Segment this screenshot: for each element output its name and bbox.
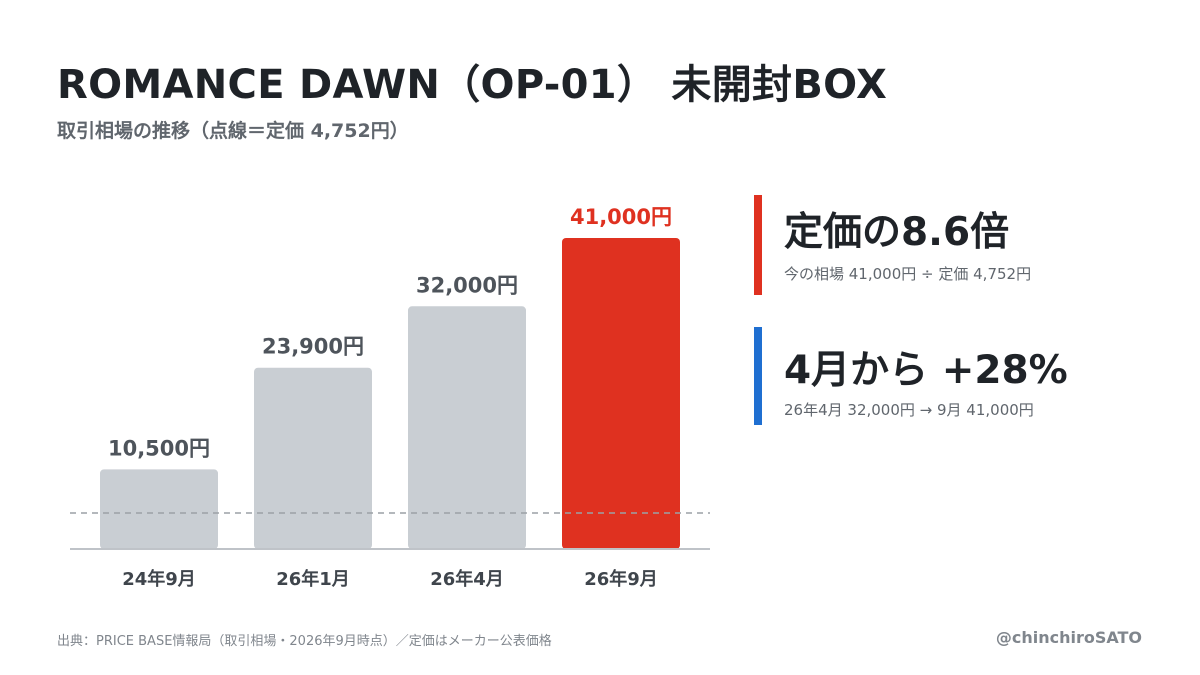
callout-headline: 4月から +28%	[784, 348, 1068, 393]
bar-0	[100, 469, 218, 549]
x-tick-label-3: 26年9月	[584, 568, 658, 590]
x-tick-label-2: 26年4月	[430, 568, 504, 590]
callout-detail: 今の相場 41,000円 ÷ 定価 4,752円	[784, 265, 1032, 283]
bar-value-label-1: 23,900円	[262, 335, 364, 359]
bar-chart: 10,500円 24年9月 23,900円 26年1月 32,000円 26年4月 41,0…	[70, 205, 710, 590]
bar-2	[408, 306, 526, 549]
bar-value-label-2: 32,000円	[416, 273, 518, 297]
x-tick-label-1: 26年1月	[276, 568, 350, 590]
callout-headline: 定価の8.6倍	[784, 210, 1010, 255]
x-tick-label-0: 24年9月	[122, 568, 196, 590]
chart-title: ROMANCE DAWN（OP-01） 未開封BOX	[57, 62, 888, 108]
callout-stripe-red	[754, 195, 762, 295]
bar-value-label-0: 10,500円	[108, 436, 210, 460]
bar-1	[254, 367, 372, 549]
bar-value-label-3: 41,000円	[570, 205, 672, 229]
callout-detail: 26年4月 32,000円 → 9月 41,000円	[784, 401, 1034, 419]
callout-stripe-blue	[754, 327, 762, 425]
chart-subtitle: 取引相場の推移（点線＝定価 4,752円）	[57, 120, 409, 142]
source-note: 出典：PRICE BASE情報局（取引相場・2026年9月時点）／定価はメーカー…	[57, 634, 552, 649]
author-handle: @chinchiroSATO	[995, 628, 1142, 647]
bar-3	[562, 238, 680, 549]
